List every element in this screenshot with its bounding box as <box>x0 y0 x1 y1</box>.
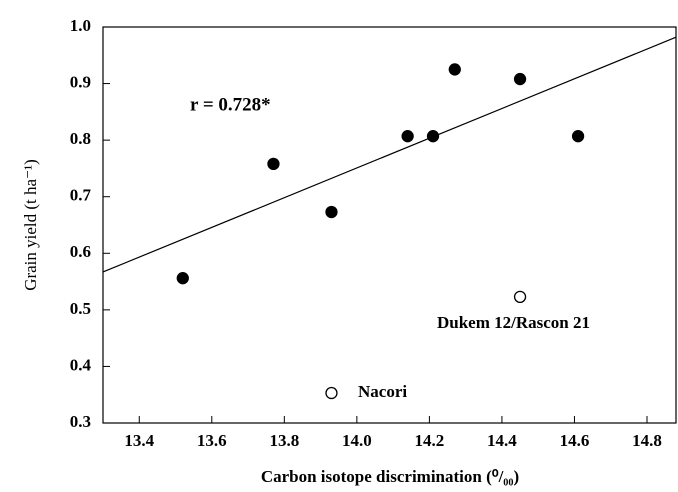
data-point <box>401 130 414 143</box>
x-tick-label: 14.6 <box>560 431 590 450</box>
data-point <box>448 63 461 76</box>
x-tick-label: 13.8 <box>269 431 299 450</box>
x-tick-label: 14.2 <box>415 431 445 450</box>
x-tick-label: 14.0 <box>342 431 372 450</box>
data-point <box>325 386 338 400</box>
plot-frame <box>102 26 677 424</box>
x-tick-label: 14.8 <box>632 431 662 450</box>
x-axis-label: Carbon isotope discrimination (⁰/₀₀) <box>261 467 519 486</box>
x-tick-label: 13.6 <box>197 431 227 450</box>
x-tick-label: 13.4 <box>124 431 154 450</box>
annotation: r = 0.728* <box>190 94 271 115</box>
x-tick-label: 14.4 <box>487 431 517 450</box>
annotation: Dukem 12/Rascon 21 <box>437 313 590 332</box>
y-axis-label: Grain yield (t ha⁻¹) <box>21 159 40 291</box>
data-point <box>267 157 280 171</box>
y-tick-label: 0.7 <box>70 186 92 205</box>
data-point <box>325 205 338 219</box>
data-point <box>176 272 189 285</box>
data-point <box>571 130 585 143</box>
y-tick-label: 0.4 <box>70 355 92 374</box>
y-tick-label: 0.3 <box>70 412 91 431</box>
y-tick-label: 0.8 <box>70 129 91 148</box>
data-point <box>426 130 440 143</box>
fit-line <box>102 36 677 273</box>
y-tick-label: 0.5 <box>70 299 91 318</box>
y-tick-label: 0.9 <box>70 72 91 91</box>
y-tick-label: 0.6 <box>70 242 91 261</box>
data-point <box>513 290 527 303</box>
data-point <box>513 72 527 86</box>
y-tick-label: 1.0 <box>70 16 91 35</box>
annotation: Nacori <box>358 382 407 401</box>
